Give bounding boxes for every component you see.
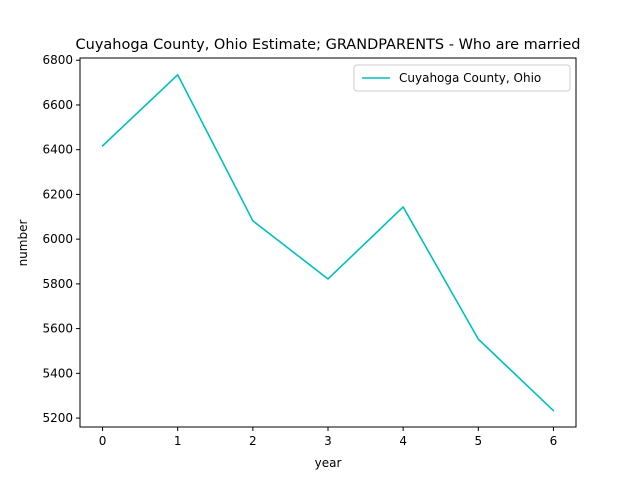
y-tick-label-8: 6800	[42, 53, 73, 67]
y-axis-label: number	[16, 220, 30, 267]
x-tick-label-3: 3	[324, 434, 332, 448]
y-tick-label-0: 5200	[42, 411, 73, 425]
x-tick-label-6: 6	[550, 434, 558, 448]
y-tick-label-2: 5600	[42, 322, 73, 336]
x-tick-label-0: 0	[99, 434, 107, 448]
legend-label: Cuyahoga County, Ohio	[399, 71, 541, 85]
chart-title: Cuyahoga County, Ohio Estimate; GRANDPAR…	[76, 37, 581, 53]
x-tick-label-4: 4	[399, 434, 407, 448]
y-tick-label-4: 6000	[42, 232, 73, 246]
legend-box	[353, 64, 571, 92]
x-tick-label-5: 5	[474, 434, 482, 448]
plot-area: 0 1 2 3 4 5 6 5200 5400 5600 5800 6000 6200 6400 6600 6…	[42, 53, 577, 448]
plot-background	[80, 58, 576, 427]
y-tick-label-6: 6400	[42, 143, 73, 157]
plot-frame	[79, 57, 577, 428]
series-line-0	[101, 73, 555, 412]
y-tick-label-3: 5800	[42, 277, 73, 291]
x-axis-label: year	[315, 456, 342, 470]
y-tick-label-7: 6600	[42, 98, 73, 112]
y-tick-label-5: 6200	[42, 187, 73, 201]
y-tick-label-1: 5400	[42, 366, 73, 380]
x-tick-label-2: 2	[249, 434, 257, 448]
x-tick-label-1: 1	[174, 434, 182, 448]
